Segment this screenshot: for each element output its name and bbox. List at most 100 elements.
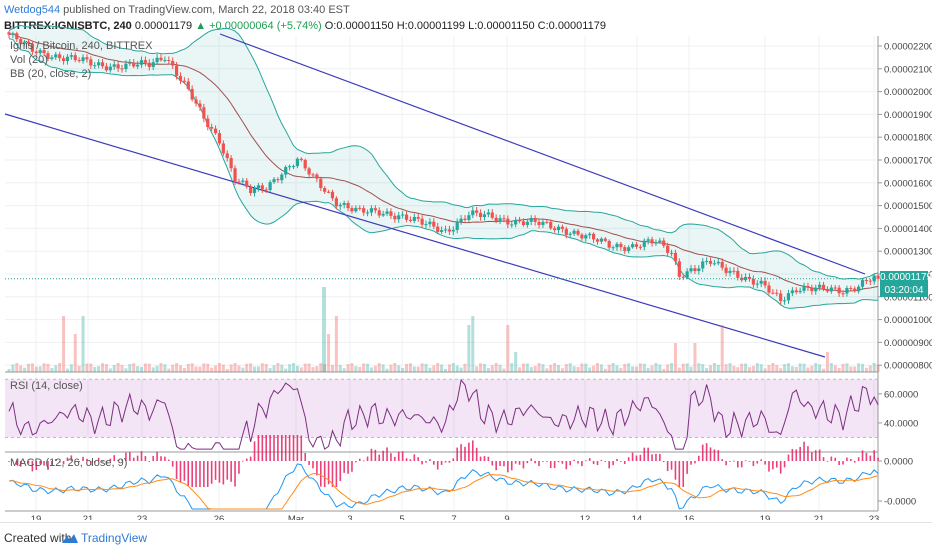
macd-bar <box>82 456 84 461</box>
channel-upper-line <box>219 33 866 275</box>
candle-body <box>89 59 93 66</box>
macd-bar <box>639 454 642 461</box>
candle-body <box>658 240 662 243</box>
volume-bar <box>619 367 623 372</box>
candle-body <box>860 280 865 287</box>
volume-bar <box>541 364 545 372</box>
macd-bar <box>312 461 314 469</box>
macd-bar <box>401 451 404 461</box>
macd-bar <box>479 456 482 461</box>
volume-bar <box>276 363 280 372</box>
candle-body <box>447 229 451 232</box>
author-link[interactable]: Wetdog544 <box>4 4 61 16</box>
macd-bar <box>62 461 65 465</box>
candle-body <box>46 53 50 59</box>
candle-body <box>849 288 853 290</box>
candle-body <box>85 57 89 60</box>
candle-body <box>365 212 370 214</box>
macd-bar <box>764 461 766 465</box>
candle-body <box>615 243 619 248</box>
candle-body <box>186 81 190 89</box>
volume-bar <box>81 316 85 372</box>
candle-body <box>194 99 198 104</box>
volume-bar <box>432 365 436 372</box>
macd-bar <box>857 457 860 461</box>
candle-body <box>771 292 775 294</box>
volume-bar <box>853 366 857 372</box>
ohlc-open: O:0.00001150 <box>324 20 394 32</box>
candle-body <box>475 210 479 213</box>
volume-bar <box>280 364 284 372</box>
macd-bar <box>362 460 365 462</box>
macd-bar <box>78 461 80 463</box>
candle-body <box>295 158 300 167</box>
volume-bar <box>330 364 334 372</box>
price-tick-label: 0.00001800 <box>884 133 932 144</box>
volume-bar <box>736 367 740 372</box>
macd-bar <box>27 461 30 464</box>
candle-body <box>716 261 720 264</box>
candle-body <box>362 208 366 213</box>
volume-bar <box>631 366 635 372</box>
macd-bar <box>670 461 673 470</box>
macd-bar <box>503 461 505 467</box>
volume-bar <box>214 365 218 372</box>
volume-bar <box>354 366 358 372</box>
price-tick-label: 0.00001700 <box>884 156 932 167</box>
volume-bar <box>560 368 564 372</box>
macd-bar <box>292 435 295 461</box>
candle-body <box>241 180 245 182</box>
candle-body <box>350 208 354 212</box>
channel-lower-line <box>4 113 826 358</box>
macd-bar <box>39 461 41 464</box>
candle-body <box>689 268 693 272</box>
macd-bar <box>31 461 34 472</box>
candle-body <box>245 180 249 187</box>
macd-bar <box>35 461 38 470</box>
chart-svg[interactable]: 0.00002200 0.00002100 0.00002000 0.00001900… <box>0 0 932 520</box>
macd-bar <box>234 461 236 487</box>
candle-body <box>225 153 229 159</box>
macd-bar <box>721 459 724 461</box>
tradingview-link[interactable]: TradingView <box>81 531 148 545</box>
volume-bar <box>634 366 638 372</box>
time-tick-label: 21 <box>814 514 825 520</box>
volume-bar <box>747 367 751 372</box>
macd-bar <box>546 461 548 462</box>
candle-body <box>553 228 557 231</box>
volume-bar <box>155 365 159 372</box>
macd-bar <box>222 461 225 485</box>
macd-bar <box>791 448 794 461</box>
candle-body <box>147 62 151 67</box>
macd-bar <box>444 461 447 463</box>
macd-bar <box>105 461 108 465</box>
volume-bar <box>401 367 405 372</box>
macd-bar <box>386 447 388 461</box>
macd-bar <box>736 461 739 468</box>
macd-bar <box>425 461 427 463</box>
candle-body <box>525 221 529 226</box>
volume-bar <box>424 363 428 372</box>
volume-bar <box>502 368 506 372</box>
candle-body <box>412 216 416 222</box>
volume-bar <box>167 368 171 372</box>
candle-body <box>751 279 755 285</box>
volume-bar <box>171 364 175 372</box>
candle-body <box>354 207 358 212</box>
volume-bar <box>34 366 38 372</box>
volume-bar <box>814 363 818 372</box>
macd-bar <box>366 456 369 461</box>
legend-vol: Vol (20) <box>10 54 48 66</box>
candle-body <box>69 55 73 57</box>
macd-bar <box>674 461 677 480</box>
macd-bar <box>869 455 872 461</box>
volume-bar <box>545 368 549 372</box>
volume-bar <box>693 343 697 372</box>
volume-bar <box>451 363 455 372</box>
macd-bar <box>335 461 338 487</box>
candle-body <box>743 276 748 281</box>
volume-bar <box>420 363 424 372</box>
candle-body <box>603 238 607 241</box>
volume-bar <box>377 363 381 372</box>
candle-body <box>276 179 280 181</box>
